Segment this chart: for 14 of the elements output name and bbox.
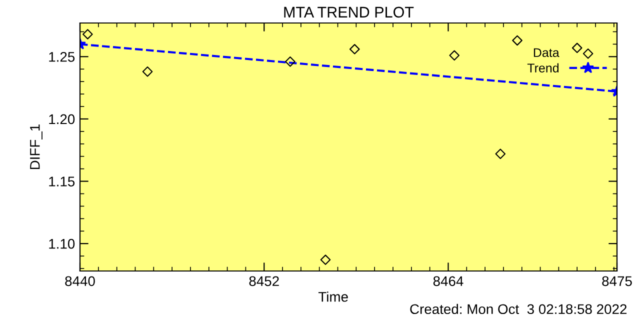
- x-tick-label: 8440: [65, 276, 95, 286]
- y-tick-label: 1.15: [49, 176, 75, 186]
- y-tick-label: 1.20: [49, 114, 75, 124]
- chart-title: MTA TREND PLOT: [284, 6, 414, 18]
- y-tick-label: 1.25: [49, 52, 75, 62]
- y-tick-label: 1.10: [49, 238, 75, 249]
- text: Created: Mon Oct 3 02:18:58 2022: [410, 304, 627, 314]
- legend-label: Trend: [527, 63, 559, 72]
- x-tick-label: 8475: [602, 276, 632, 286]
- legend-label: Data: [534, 48, 560, 58]
- x-tick-label: 8452: [249, 276, 279, 286]
- x-tick-label: 8464: [433, 276, 464, 286]
- y-axis-title: DIFF_1: [30, 124, 42, 170]
- x-axis-title: Time: [318, 292, 348, 302]
